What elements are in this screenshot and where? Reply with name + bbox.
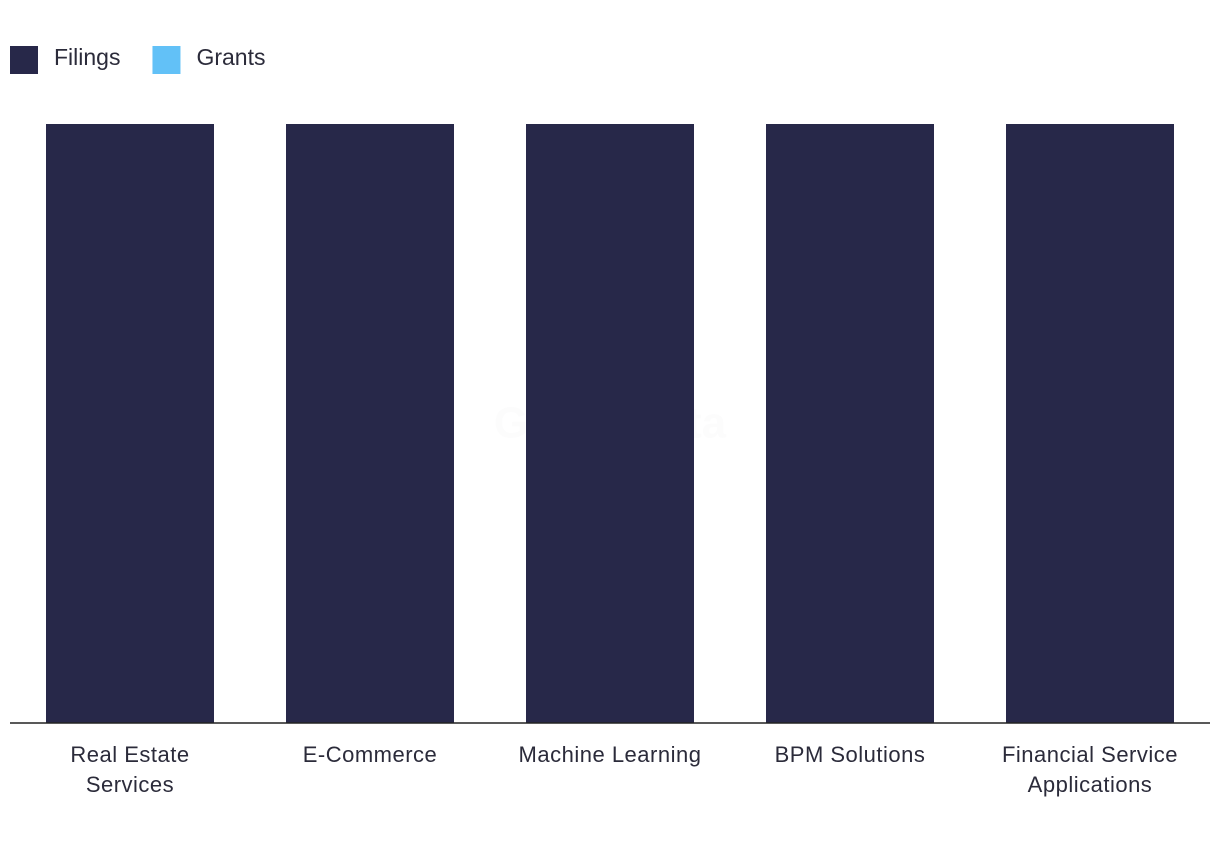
bar	[1006, 124, 1174, 723]
x-tick-label: Financial Service Applications	[1001, 742, 1178, 797]
x-tick-label: BPM Solutions	[774, 742, 926, 767]
legend-swatch	[10, 46, 38, 74]
legend-label: Filings	[54, 44, 120, 70]
legend-label: Grants	[196, 44, 265, 70]
bar	[286, 124, 454, 723]
x-tick-label: Machine Learning	[518, 742, 702, 767]
x-tick-label: Real Estate Services	[70, 742, 190, 797]
x-tick-label: E-Commerce	[302, 742, 438, 767]
legend-swatch	[152, 46, 181, 74]
bar	[526, 124, 694, 723]
bar	[46, 124, 214, 723]
bar	[766, 124, 934, 723]
